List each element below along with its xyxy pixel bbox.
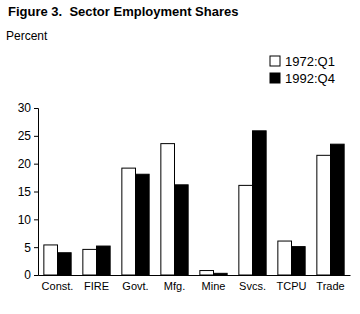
x-tick: Const.: [42, 275, 74, 292]
y-tick: 25: [18, 129, 38, 143]
x-tick: TCPU: [277, 275, 307, 292]
x-tick-label: TCPU: [277, 280, 307, 292]
x-tick-label: Const.: [42, 280, 74, 292]
y-tick-label: 5: [24, 241, 31, 255]
bar: [253, 131, 267, 275]
x-tick-label: Svcs.: [239, 280, 266, 292]
x-tick-label: Mfg.: [164, 280, 185, 292]
y-tick-label: 20: [18, 157, 32, 171]
y-axis-title: Percent: [6, 29, 48, 43]
legend-swatch: [270, 56, 280, 66]
y-tick-mark: [34, 192, 38, 193]
plot: 0 5 10 15 20 25 30 Const. FIRE Govt. Mfg. Mine Svcs.…: [18, 101, 351, 291]
bar: [239, 185, 253, 275]
x-tick-label: Govt.: [122, 280, 148, 292]
y-tick-mark: [34, 275, 38, 276]
y-tick-label: 30: [18, 101, 32, 115]
bar: [122, 168, 136, 275]
y-tick-label: 10: [18, 213, 32, 227]
bar: [175, 185, 189, 275]
series: [44, 144, 331, 275]
x-tick: Govt.: [122, 275, 148, 292]
y-tick: 5: [24, 241, 38, 255]
legend-entry: 1972:Q1: [270, 54, 335, 69]
x-tick: FIRE: [84, 275, 109, 292]
bar: [83, 249, 97, 275]
bar: [214, 273, 228, 275]
legend-label: 1992:Q4: [285, 71, 335, 86]
y-tick: 15: [18, 185, 38, 199]
y-tick: 20: [18, 157, 38, 171]
y-tick-mark: [34, 136, 38, 137]
legend-entry: 1992:Q4: [270, 71, 335, 86]
y-tick-label: 25: [18, 129, 32, 143]
bar: [136, 174, 150, 275]
y-tick-mark: [34, 247, 38, 248]
legend: 1972:Q1 1992:Q4: [270, 54, 335, 86]
x-tick: Svcs.: [239, 275, 266, 292]
bar: [331, 144, 345, 275]
title: Figure 3. Sector Employment Shares: [8, 4, 238, 19]
bar: [44, 245, 58, 275]
x-tick-label: Trade: [316, 280, 344, 292]
chart: Figure 3. Sector Employment Shares Percen…: [0, 0, 360, 314]
x-axis: Const. FIRE Govt. Mfg. Mine Svcs. TCPU Trade: [39, 275, 351, 292]
y-tick-label: 15: [18, 185, 32, 199]
legend-swatch: [270, 73, 280, 83]
x-tick: Trade: [316, 275, 344, 292]
series: [58, 131, 345, 275]
bar: [58, 253, 72, 275]
x-axis-line: [39, 275, 351, 276]
y-tick-mark: [34, 108, 38, 109]
bar: [278, 241, 292, 275]
y-tick: 0: [24, 268, 38, 282]
bar: [161, 144, 175, 275]
legend-label: 1972:Q1: [285, 54, 335, 69]
x-tick-label: Mine: [202, 280, 226, 292]
y-tick: 30: [18, 101, 38, 115]
y-tick: 10: [18, 213, 38, 227]
x-tick: Mine: [202, 275, 226, 292]
y-axis-line: [34, 109, 39, 276]
x-tick: Mfg.: [164, 275, 185, 292]
bar: [200, 271, 214, 275]
y-axis: 0 5 10 15 20 25 30: [18, 101, 39, 282]
bar: [97, 246, 111, 275]
y-tick-label: 0: [24, 268, 31, 282]
bar: [292, 247, 306, 275]
x-tick-label: FIRE: [84, 280, 109, 292]
y-tick-mark: [34, 164, 38, 165]
bars: [44, 131, 344, 275]
y-tick-mark: [34, 219, 38, 220]
bar: [317, 155, 331, 275]
